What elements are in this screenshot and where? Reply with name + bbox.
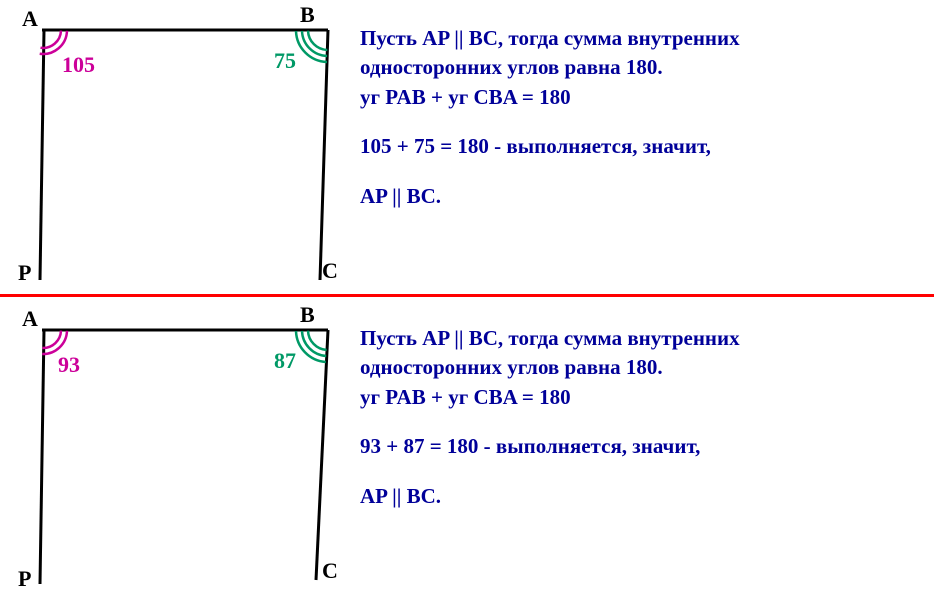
line-ap-2 <box>40 330 44 584</box>
vertex-b-2: B <box>300 302 315 328</box>
diagram-1: A B P C 105 75 <box>10 0 350 290</box>
text-block-1: Пусть AP || BC, тогда сумма внутренних о… <box>360 24 920 211</box>
text-line-2-1: Пусть AP || BC, тогда сумма внутренних <box>360 324 920 353</box>
geometry-svg-1 <box>10 0 350 290</box>
text-line-2-4: 93 + 87 = 180 - выполняется, значит, <box>360 432 920 461</box>
angle-a-label-1: 105 <box>62 52 95 78</box>
panel-1: A B P C 105 75 Пусть AP || BC, тогда сум… <box>0 0 934 294</box>
vertex-p-1: P <box>18 260 31 286</box>
vertex-c-2: C <box>322 558 338 584</box>
angle-b-arc3-2 <box>296 331 326 362</box>
angle-b-arc1-2 <box>308 331 327 350</box>
text-line-1-2: односторонних углов равна 180. <box>360 53 920 82</box>
angle-b-arc1-1 <box>308 31 327 50</box>
vertex-b-1: B <box>300 2 315 28</box>
line-bc-1 <box>320 30 328 280</box>
diagram-2: A B P C 93 87 <box>10 300 350 590</box>
text-line-2-2: односторонних углов равна 180. <box>360 353 920 382</box>
text-line-1-1: Пусть AP || BC, тогда сумма внутренних <box>360 24 920 53</box>
angle-b-label-1: 75 <box>274 48 296 74</box>
line-ap-1 <box>40 30 44 280</box>
geometry-svg-2 <box>10 300 350 590</box>
text-line-2-3: уг PAB + уг CBA = 180 <box>360 383 920 412</box>
text-line-1-4: 105 + 75 = 180 - выполняется, значит, <box>360 132 920 161</box>
angle-b-label-2: 87 <box>274 348 296 374</box>
text-line-2-5: AP || BC. <box>360 482 920 511</box>
vertex-p-2: P <box>18 566 31 592</box>
text-line-1-3: уг PAB + уг CBA = 180 <box>360 83 920 112</box>
angle-b-arc3-1 <box>296 31 327 62</box>
vertex-a-1: A <box>22 6 38 32</box>
vertex-c-1: C <box>322 258 338 284</box>
angle-a-label-2: 93 <box>58 352 80 378</box>
divider <box>0 294 934 297</box>
text-block-2: Пусть AP || BC, тогда сумма внутренних о… <box>360 324 920 511</box>
text-line-1-5: AP || BC. <box>360 182 920 211</box>
vertex-a-2: A <box>22 306 38 332</box>
panel-2: A B P C 93 87 Пусть AP || BC, тогда сумм… <box>0 300 934 588</box>
line-bc-2 <box>316 330 328 580</box>
